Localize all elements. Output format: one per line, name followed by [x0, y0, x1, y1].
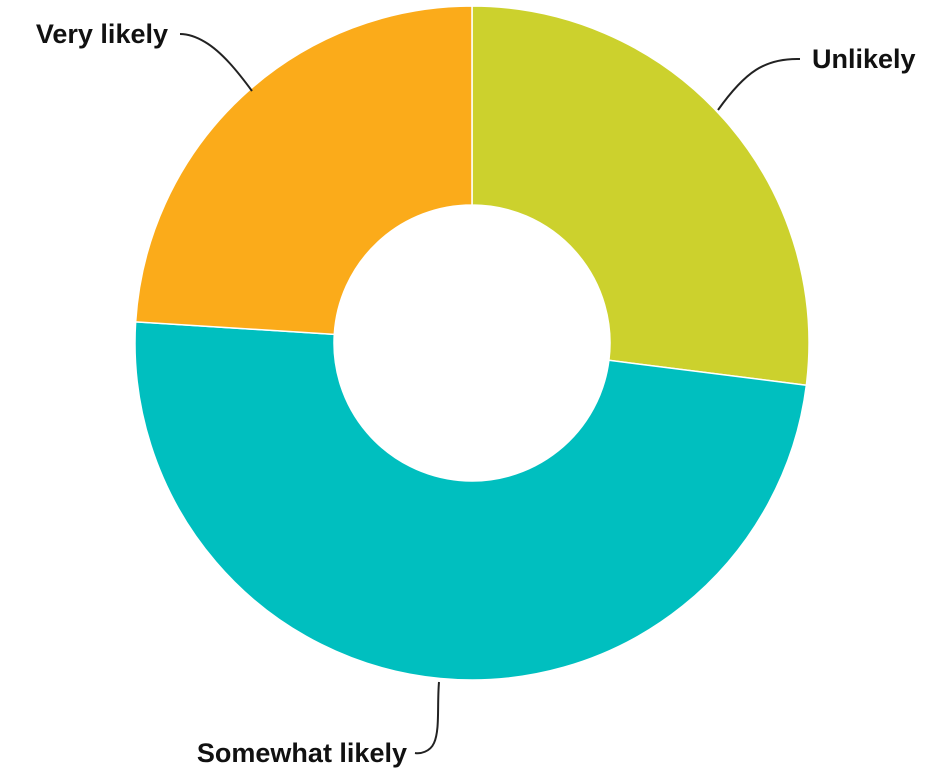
slice-label-somewhat-likely: Somewhat likely [197, 738, 407, 768]
slice-very-likely[interactable] [134, 5, 473, 336]
labels-group: Unlikely Somewhat likely Very likely [36, 19, 916, 768]
slices-group [134, 5, 810, 681]
slice-label-unlikely: Unlikely [812, 44, 916, 74]
slice-somewhat-likely[interactable] [134, 321, 808, 681]
slice-label-very-likely: Very likely [36, 19, 168, 49]
leader-line-somewhat-likely [414, 681, 440, 755]
leader-line-very-likely [179, 33, 253, 92]
slice-unlikely[interactable] [471, 5, 810, 387]
leader-line-unlikely [717, 57, 801, 111]
leader-lines-group [179, 33, 801, 755]
